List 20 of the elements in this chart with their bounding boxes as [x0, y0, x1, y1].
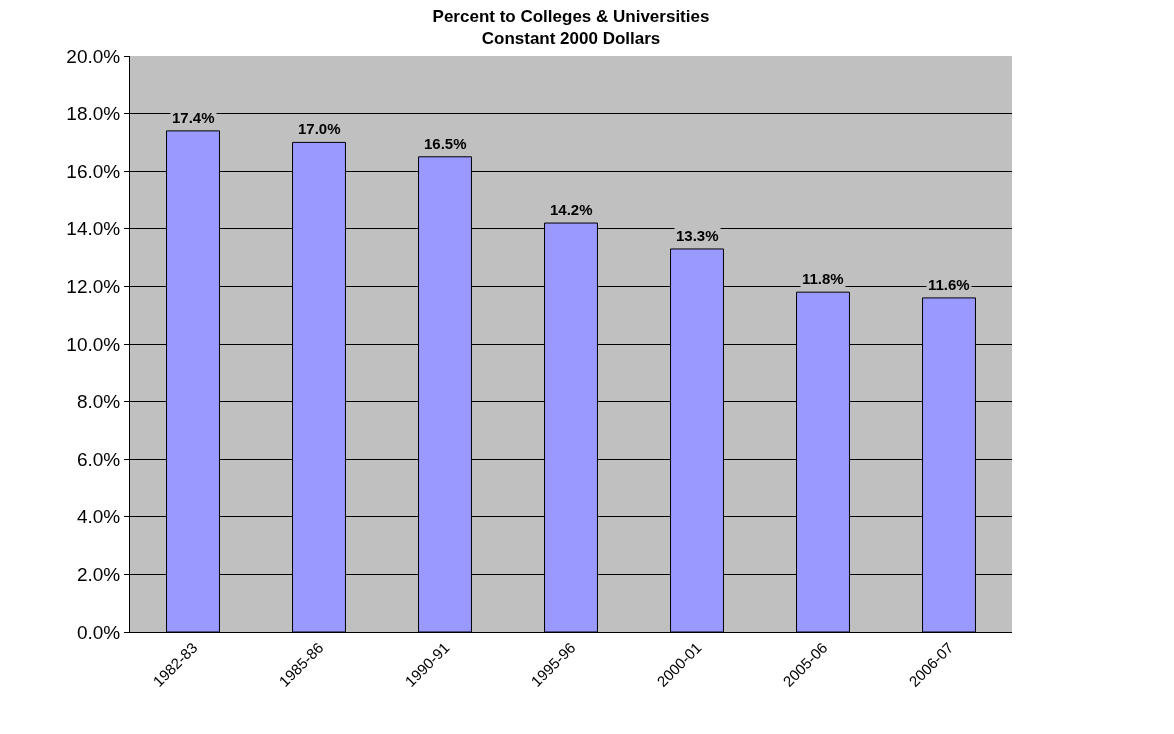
y-tick-label: 18.0% — [66, 103, 121, 125]
y-tick-label: 8.0% — [76, 391, 121, 413]
y-tick-label: 16.0% — [66, 160, 121, 182]
data-label: 11.6% — [928, 276, 970, 293]
data-label: 13.3% — [676, 227, 719, 244]
y-tick-label: 0.0% — [76, 621, 121, 643]
y-tick-label: 20.0% — [66, 45, 121, 67]
y-tick-label: 10.0% — [66, 333, 121, 355]
data-label: 16.5% — [424, 135, 467, 152]
data-label: 17.0% — [298, 120, 341, 137]
data-label: 14.2% — [550, 201, 593, 218]
y-tick-label: 6.0% — [76, 448, 121, 470]
y-tick-label: 12.0% — [66, 276, 121, 298]
data-label: 17.4% — [172, 109, 215, 126]
y-tick-label: 14.0% — [66, 218, 121, 240]
y-tick-label: 4.0% — [76, 506, 121, 528]
y-tick-label: 2.0% — [76, 564, 121, 586]
chart-subtitle: Constant 2000 Dollars — [481, 29, 661, 49]
data-label: 11.8% — [802, 270, 844, 287]
chart-title: Percent to Colleges & Universities — [432, 7, 710, 27]
